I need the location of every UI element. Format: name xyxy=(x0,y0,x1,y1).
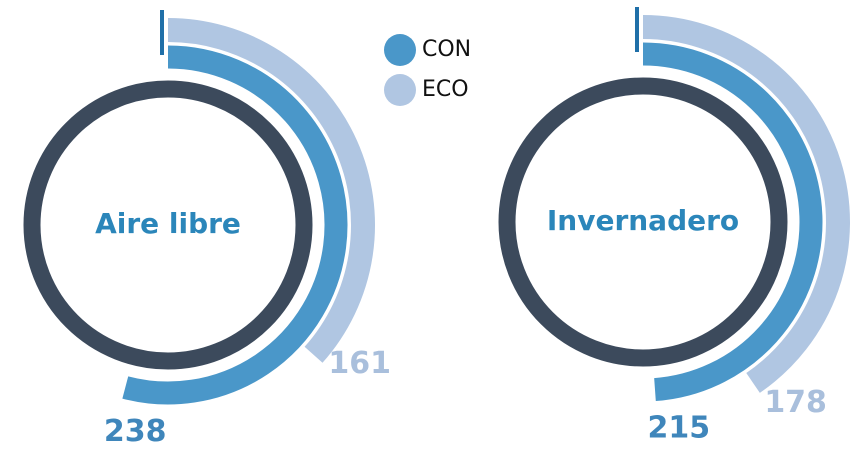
value-label: 215 xyxy=(648,410,711,445)
legend: CON ECO xyxy=(384,34,471,106)
category-label: Invernadero xyxy=(547,204,739,237)
category-label: Aire libre xyxy=(95,207,241,240)
center-ring xyxy=(498,77,788,367)
arc-bar xyxy=(167,18,375,363)
arc-bar xyxy=(642,42,823,402)
value-label: 161 xyxy=(328,346,391,381)
legend-label: ECO xyxy=(422,77,469,102)
arc-bar xyxy=(642,15,850,393)
arc-bar xyxy=(122,45,348,405)
legend-label: CON xyxy=(422,37,471,62)
legend-swatch xyxy=(384,74,416,106)
center-ring xyxy=(23,80,313,370)
value-label: 238 xyxy=(104,414,167,449)
legend-swatch xyxy=(384,34,416,66)
value-label: 178 xyxy=(764,385,827,420)
